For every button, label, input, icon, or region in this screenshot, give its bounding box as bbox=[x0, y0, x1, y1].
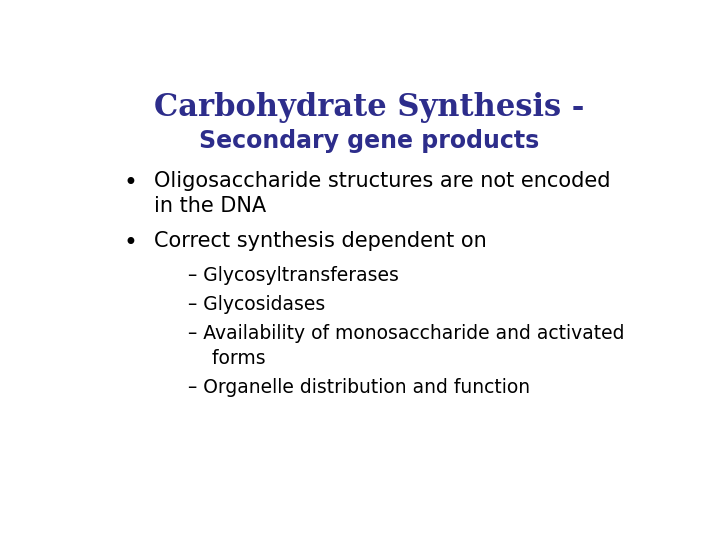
Text: •: • bbox=[124, 231, 138, 255]
Text: – Availability of monosaccharide and activated: – Availability of monosaccharide and act… bbox=[188, 324, 624, 343]
Text: forms: forms bbox=[188, 349, 265, 368]
Text: Oligosaccharide structures are not encoded: Oligosaccharide structures are not encod… bbox=[154, 171, 611, 191]
Text: – Glycosidases: – Glycosidases bbox=[188, 295, 325, 314]
Text: in the DNA: in the DNA bbox=[154, 196, 266, 216]
Text: •: • bbox=[124, 171, 138, 195]
Text: Secondary gene products: Secondary gene products bbox=[199, 129, 539, 153]
Text: – Organelle distribution and function: – Organelle distribution and function bbox=[188, 378, 530, 397]
Text: – Glycosyltransferases: – Glycosyltransferases bbox=[188, 266, 399, 285]
Text: Correct synthesis dependent on: Correct synthesis dependent on bbox=[154, 231, 487, 251]
Text: Carbohydrate Synthesis -: Carbohydrate Synthesis - bbox=[154, 92, 584, 123]
